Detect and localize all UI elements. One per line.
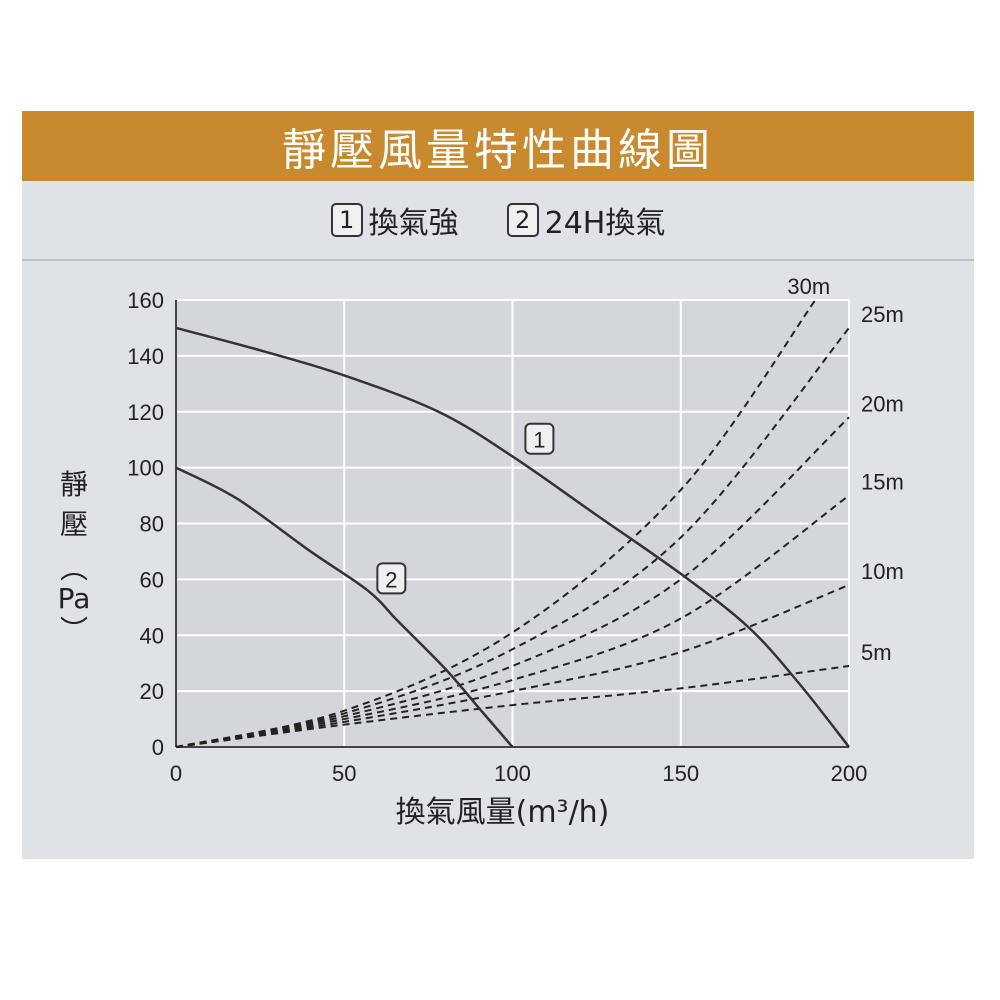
- series-label-2: 2: [385, 567, 397, 592]
- performance-curve-1: [175, 326, 850, 748]
- y-axis-label-char: Pa: [58, 582, 91, 615]
- y-axis-label-char: ︶: [60, 614, 88, 647]
- legend-number-2: 2: [506, 203, 539, 237]
- x-tick-label: 150: [662, 761, 699, 786]
- y-tick-label: 60: [140, 567, 164, 592]
- duct-curve-10m: [175, 584, 850, 748]
- series-label-1: 1: [533, 428, 545, 453]
- duct-curve-30m: [175, 299, 817, 748]
- duct-curve-label: 5m: [861, 640, 892, 665]
- duct-curve-15m: [175, 494, 850, 748]
- x-tick-label: 50: [332, 761, 356, 786]
- duct-curve-label: 30m: [787, 274, 830, 299]
- duct-curve-25m: [175, 327, 850, 748]
- duct-curve-label: 15m: [861, 470, 904, 495]
- legend-label-1: 換氣強: [368, 206, 459, 241]
- legend-number-1: 1: [330, 203, 363, 237]
- y-axis-label-char: 壓: [60, 508, 88, 541]
- y-tick-label: 20: [140, 679, 164, 704]
- y-axis-label-char: ︵: [60, 552, 88, 585]
- x-tick-label: 200: [831, 761, 868, 786]
- duct-curve-20m: [175, 416, 850, 748]
- y-axis-label-char: 靜: [60, 468, 88, 501]
- legend-item-2: 2 24H換氣: [506, 198, 666, 242]
- x-axis-label: 換氣風量(m³/h): [396, 795, 610, 830]
- performance-curve-2: [175, 466, 514, 748]
- duct-curve-label: 10m: [861, 559, 904, 584]
- legend: 1 換氣強 2 24H換氣: [22, 181, 974, 261]
- y-tick-label: 140: [127, 344, 164, 369]
- y-tick-label: 40: [140, 623, 164, 648]
- series-label-box-1: [524, 422, 555, 455]
- legend-label-2: 24H換氣: [544, 206, 666, 241]
- duct-curve-5m: [175, 664, 850, 748]
- y-tick-label: 0: [152, 735, 164, 760]
- title-bar: 靜壓風量特性曲線圖: [22, 111, 974, 181]
- duct-curve-label: 25m: [861, 302, 904, 327]
- y-tick-label: 120: [127, 400, 164, 425]
- chart-title: 靜壓風量特性曲線圖: [282, 125, 714, 176]
- series-label-box-2: [376, 562, 407, 595]
- y-tick-label: 80: [140, 512, 164, 537]
- y-tick-label: 100: [127, 456, 164, 481]
- legend-item-1: 1 換氣強: [330, 198, 459, 242]
- x-tick-label: 0: [170, 761, 182, 786]
- x-tick-label: 100: [494, 761, 531, 786]
- y-tick-label: 160: [127, 288, 164, 313]
- duct-curve-label: 20m: [861, 391, 904, 416]
